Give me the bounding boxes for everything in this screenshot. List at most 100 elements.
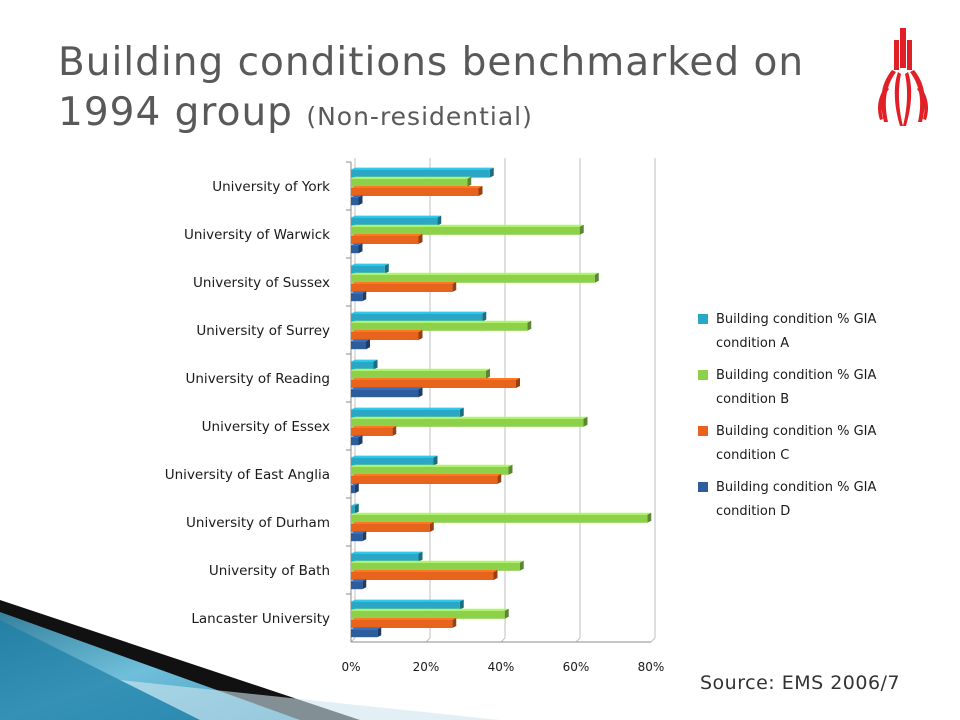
legend-swatch-condition-a <box>698 314 708 324</box>
bar-top <box>351 618 457 620</box>
bar-top <box>351 483 359 486</box>
gridline-floor <box>350 637 356 643</box>
gridline-floor <box>425 637 431 643</box>
bar-side <box>519 560 524 571</box>
bar-side <box>358 435 363 446</box>
bar-top <box>351 167 494 170</box>
bar-side <box>647 512 652 523</box>
legend-item-condition-a: Building condition % GIA condition A <box>698 308 928 356</box>
bar-top <box>351 378 520 380</box>
category-label: University of East Anglia <box>165 467 330 483</box>
legend-swatch-condition-d <box>698 482 708 492</box>
bar-side <box>433 455 438 466</box>
bar-side <box>429 522 434 532</box>
bar <box>351 466 509 475</box>
bar-top <box>351 435 363 438</box>
bar-top <box>351 243 363 246</box>
bar <box>351 457 434 466</box>
bar <box>351 178 468 187</box>
bar-side <box>362 291 367 302</box>
legend-swatch-condition-b <box>698 370 708 380</box>
title-line-2: 1994 group (Non-residential) <box>58 88 804 142</box>
bar <box>351 370 486 379</box>
bar-top <box>351 320 532 323</box>
bar-side <box>579 224 584 235</box>
title-line-1: Building conditions benchmarked on <box>58 40 805 85</box>
x-tick-label: 20% <box>413 660 440 674</box>
bar-top <box>351 311 487 314</box>
bar <box>351 313 483 322</box>
bar <box>351 553 419 562</box>
bar <box>351 533 363 542</box>
bar-side <box>527 320 532 331</box>
bar-side <box>508 464 513 475</box>
category-label: University of York <box>212 179 330 195</box>
bar-top <box>351 455 438 458</box>
x-tick-label: 80% <box>638 660 665 674</box>
bar-side <box>452 282 457 292</box>
bar <box>351 629 378 638</box>
bar-top <box>351 186 483 188</box>
bar <box>351 514 648 523</box>
bar-top <box>351 474 502 476</box>
bar-side <box>362 531 367 542</box>
legend-label-condition-d: Building condition % GIA condition D <box>716 480 877 519</box>
bar-top <box>351 522 434 524</box>
legend-swatch-condition-c <box>698 426 708 436</box>
bar <box>351 217 438 226</box>
bar-top <box>351 512 652 515</box>
bar-top <box>351 215 442 218</box>
bar <box>351 361 374 370</box>
bar-top <box>351 503 359 506</box>
bar-top <box>351 599 464 602</box>
bar <box>351 476 498 484</box>
category-label: University of Surrey <box>196 323 330 339</box>
x-tick-label: 0% <box>341 660 360 674</box>
bar-top <box>351 407 464 410</box>
gridline-floor <box>500 637 506 643</box>
bar <box>351 341 366 350</box>
legend-label-condition-c: Building condition % GIA condition C <box>716 424 877 463</box>
legend-label-condition-a: Building condition % GIA condition A <box>716 312 877 351</box>
bar <box>351 236 419 244</box>
bar <box>351 562 520 571</box>
bar-top <box>351 282 457 284</box>
category-label: University of Reading <box>186 371 331 387</box>
bar-side <box>594 272 599 283</box>
bar-side <box>354 483 359 494</box>
bar-top <box>351 359 378 362</box>
bar-top <box>351 416 588 419</box>
gridline-floor <box>575 637 581 643</box>
bar-top <box>351 426 397 428</box>
bar <box>351 197 359 206</box>
page-title: Building conditions benchmarked on 1994 … <box>58 38 804 142</box>
bar <box>351 293 363 302</box>
bar <box>351 601 460 610</box>
bar-top <box>351 387 423 390</box>
bar-side <box>384 263 389 274</box>
bar-top <box>351 272 599 275</box>
bar <box>351 524 430 532</box>
bar-side <box>459 407 464 418</box>
bar-top <box>351 224 584 227</box>
category-label: Lancaster University <box>191 611 330 627</box>
bar-top <box>351 195 363 198</box>
bar-side <box>362 579 367 590</box>
bar-side <box>482 311 487 322</box>
bar-side <box>467 176 472 187</box>
bar-side <box>392 426 397 436</box>
bar <box>351 505 355 514</box>
bar-top <box>351 531 367 534</box>
bar-top <box>351 464 513 467</box>
bar <box>351 245 359 254</box>
legend-label-condition-b: Building condition % GIA condition B <box>716 368 877 407</box>
bar-side <box>478 186 483 196</box>
bar <box>351 620 453 628</box>
legend-item-condition-b: Building condition % GIA condition B <box>698 364 928 412</box>
bar <box>351 610 505 619</box>
bar-side <box>486 368 490 379</box>
bar-top <box>351 176 472 179</box>
bar <box>351 226 580 235</box>
